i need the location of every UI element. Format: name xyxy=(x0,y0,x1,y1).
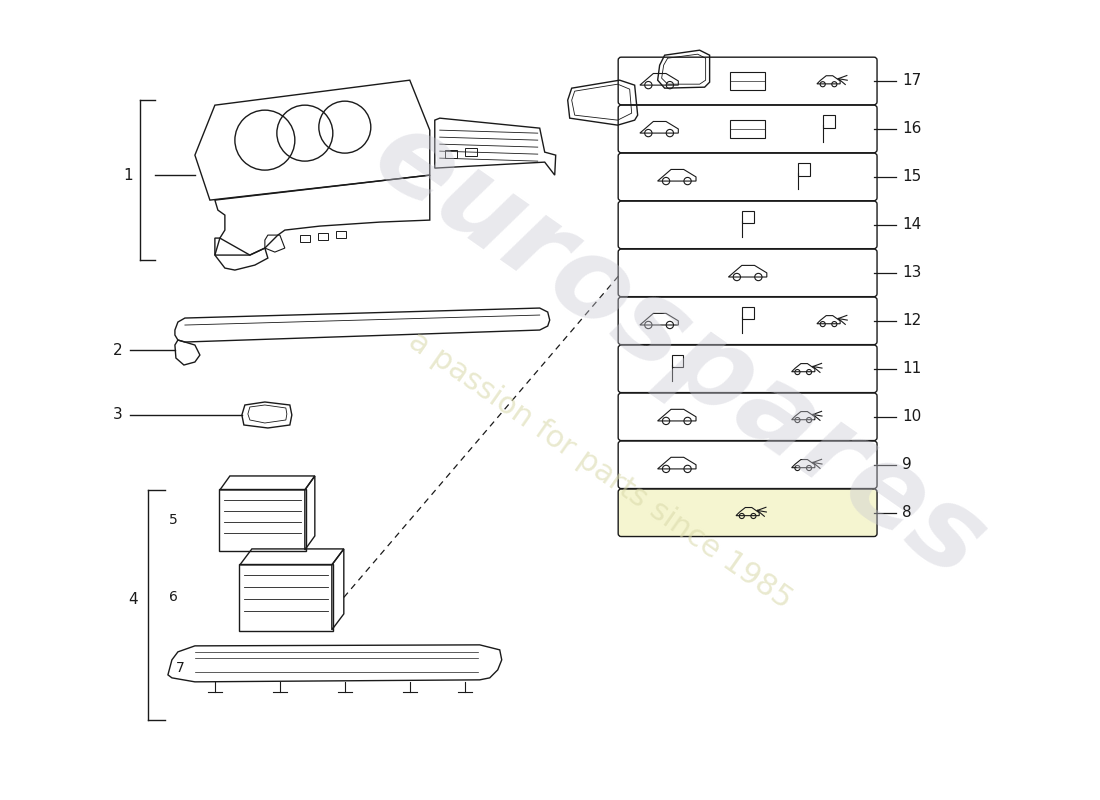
Text: 10: 10 xyxy=(902,410,922,424)
Text: 6: 6 xyxy=(169,590,178,604)
Text: 11: 11 xyxy=(902,362,922,376)
FancyBboxPatch shape xyxy=(618,57,877,105)
FancyBboxPatch shape xyxy=(618,345,877,393)
FancyBboxPatch shape xyxy=(618,393,877,441)
Text: 16: 16 xyxy=(902,122,922,137)
Text: 8: 8 xyxy=(902,506,912,520)
Text: 12: 12 xyxy=(902,314,922,328)
Text: 15: 15 xyxy=(902,170,922,185)
Text: 1: 1 xyxy=(123,168,133,182)
Text: 7: 7 xyxy=(176,661,185,675)
Text: 4: 4 xyxy=(129,592,138,607)
Text: 17: 17 xyxy=(902,74,922,89)
FancyBboxPatch shape xyxy=(618,249,877,297)
FancyBboxPatch shape xyxy=(618,489,877,537)
FancyBboxPatch shape xyxy=(618,441,877,489)
Text: eurospares: eurospares xyxy=(353,98,1007,602)
Text: 14: 14 xyxy=(902,218,922,232)
Text: 13: 13 xyxy=(902,266,922,280)
FancyBboxPatch shape xyxy=(618,297,877,345)
Text: 2: 2 xyxy=(113,342,123,358)
Text: 5: 5 xyxy=(169,513,178,527)
Text: 9: 9 xyxy=(902,458,912,472)
FancyBboxPatch shape xyxy=(618,201,877,249)
Text: a passion for parts since 1985: a passion for parts since 1985 xyxy=(403,326,796,614)
Text: 3: 3 xyxy=(113,407,123,422)
FancyBboxPatch shape xyxy=(618,153,877,201)
FancyBboxPatch shape xyxy=(618,105,877,153)
